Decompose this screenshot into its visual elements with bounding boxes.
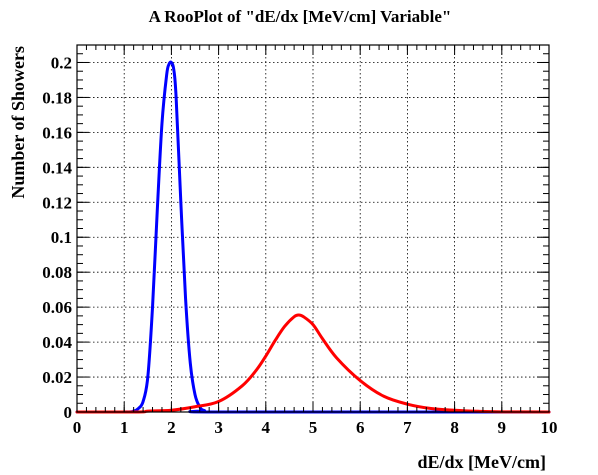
- series-group: [75, 60, 551, 414]
- x-tick-label: 3: [214, 418, 223, 437]
- x-tick-label: 7: [403, 418, 412, 437]
- grid: [77, 45, 549, 412]
- x-tick-label: 5: [309, 418, 318, 437]
- y-tick-label: 0.02: [42, 368, 72, 387]
- y-tick-label: 0.16: [42, 123, 72, 142]
- series-line-1: [75, 60, 551, 414]
- y-tick-label: 0.18: [42, 88, 72, 107]
- plot-frame: [76, 44, 550, 413]
- series-line-2: [75, 313, 551, 414]
- y-tick-label: 0.04: [42, 333, 72, 352]
- y-tick-label: 0.06: [42, 298, 72, 317]
- x-tick-label: 6: [356, 418, 365, 437]
- x-tick-label: 8: [450, 418, 459, 437]
- y-tick-label: 0.12: [42, 193, 72, 212]
- y-tick-label: 0.1: [51, 228, 72, 247]
- x-tick-label: 1: [120, 418, 129, 437]
- y-tick-label: 0: [64, 403, 73, 422]
- x-tick-label: 9: [498, 418, 507, 437]
- x-tick-label: 2: [167, 418, 176, 437]
- x-tick-label: 4: [262, 418, 271, 437]
- y-tick-label: 0.14: [42, 158, 72, 177]
- x-tick-labels: 0 1 2 3 4 5 6 7 8 9 10: [73, 418, 558, 437]
- axis-ticks: [76, 44, 550, 413]
- y-axis-label: Number of Showers: [8, 46, 28, 199]
- y-tick-label: 0.2: [51, 53, 72, 72]
- x-tick-label: 10: [541, 418, 558, 437]
- x-tick-label: 0: [73, 418, 82, 437]
- chart-title: A RooPlot of "dE/dx [MeV/cm] Variable": [149, 7, 452, 26]
- y-tick-labels: 0 0.02 0.04 0.06 0.08 0.1 0.12 0.14 0.16 0.18 0.2: [42, 53, 72, 422]
- y-tick-label: 0.08: [42, 263, 72, 282]
- x-axis-label: dE/dx [MeV/cm]: [418, 452, 546, 472]
